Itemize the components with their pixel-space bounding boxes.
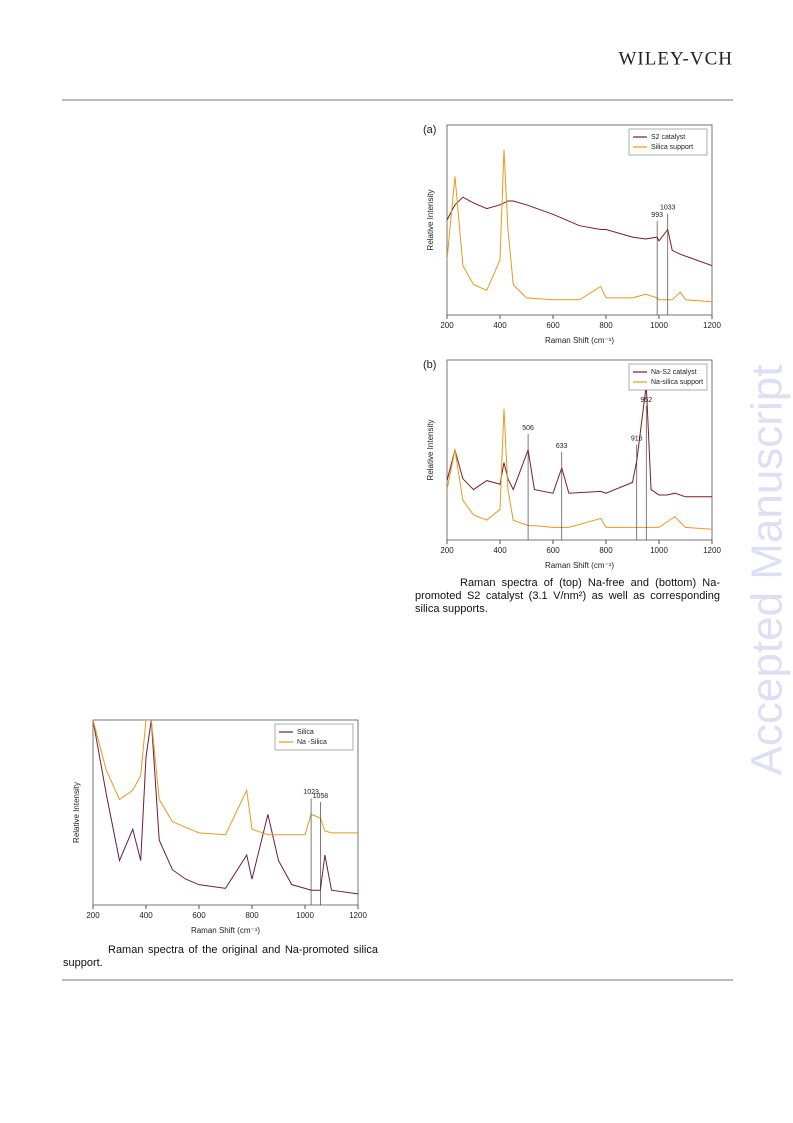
x-tick-label: 1200 xyxy=(703,546,721,555)
annotation: 633 xyxy=(556,443,568,450)
x-axis-label: Raman Shift (cm⁻¹) xyxy=(191,926,260,935)
legend-label: Na-S2 catalyst xyxy=(651,369,697,376)
series-line xyxy=(447,408,712,530)
x-tick-label: 1200 xyxy=(349,911,367,920)
annotation: 1033 xyxy=(660,204,676,211)
legend-label: Na -Silica xyxy=(297,739,327,746)
series-line xyxy=(447,149,712,303)
series-line xyxy=(93,720,358,836)
series-line xyxy=(447,196,712,267)
x-axis-label: Raman Shift (cm⁻¹) xyxy=(545,561,614,570)
x-tick-label: 1200 xyxy=(703,321,721,330)
x-tick-label: 400 xyxy=(493,546,507,555)
legend-box xyxy=(628,363,708,391)
plot-frame xyxy=(446,359,713,541)
x-tick-label: 200 xyxy=(440,546,454,555)
series-line xyxy=(93,720,358,895)
y-axis-label: Relative Intensity xyxy=(426,190,435,251)
plot-frame xyxy=(92,719,359,906)
legend-label: Na-silica support xyxy=(651,379,703,386)
x-tick-label: 800 xyxy=(245,911,259,920)
x-tick-label: 1000 xyxy=(650,321,668,330)
annotation: 952 xyxy=(640,397,652,404)
legend-label: S2 catalyst xyxy=(651,134,685,141)
x-tick-label: 400 xyxy=(493,321,507,330)
x-tick-label: 200 xyxy=(440,321,454,330)
x-tick-label: 1000 xyxy=(650,546,668,555)
x-axis-label: Raman Shift (cm⁻¹) xyxy=(545,336,614,345)
x-tick-label: 600 xyxy=(192,911,206,920)
legend-label: Silica xyxy=(297,729,314,736)
annotation: 993 xyxy=(651,212,663,219)
panel-label: (a) xyxy=(423,124,436,136)
x-tick-label: 1000 xyxy=(296,911,314,920)
series-line xyxy=(447,385,712,498)
panel-label: (b) xyxy=(423,359,436,371)
caption: Raman spectra of the original and Na-pro… xyxy=(63,944,378,969)
y-axis-label: Relative Intensity xyxy=(426,420,435,481)
legend-label: Silica support xyxy=(651,144,693,151)
x-tick-label: 400 xyxy=(139,911,153,920)
legend-box xyxy=(628,128,708,156)
x-tick-label: 200 xyxy=(86,911,100,920)
annotation: 1058 xyxy=(313,793,329,800)
logo: WILEY-VCH xyxy=(618,48,733,69)
annotation: 916 xyxy=(631,436,643,443)
annotation: 1023 xyxy=(303,789,319,796)
x-tick-label: 600 xyxy=(546,321,560,330)
annotation: 506 xyxy=(522,425,534,432)
x-tick-label: 600 xyxy=(546,546,560,555)
caption: Raman spectra of (top) Na-free and (bott… xyxy=(415,577,720,615)
legend-box xyxy=(274,723,354,751)
y-axis-label: Relative Intensity xyxy=(72,782,81,843)
x-tick-label: 800 xyxy=(599,546,613,555)
watermark: Accepted Manuscript xyxy=(743,365,792,776)
x-tick-label: 800 xyxy=(599,321,613,330)
